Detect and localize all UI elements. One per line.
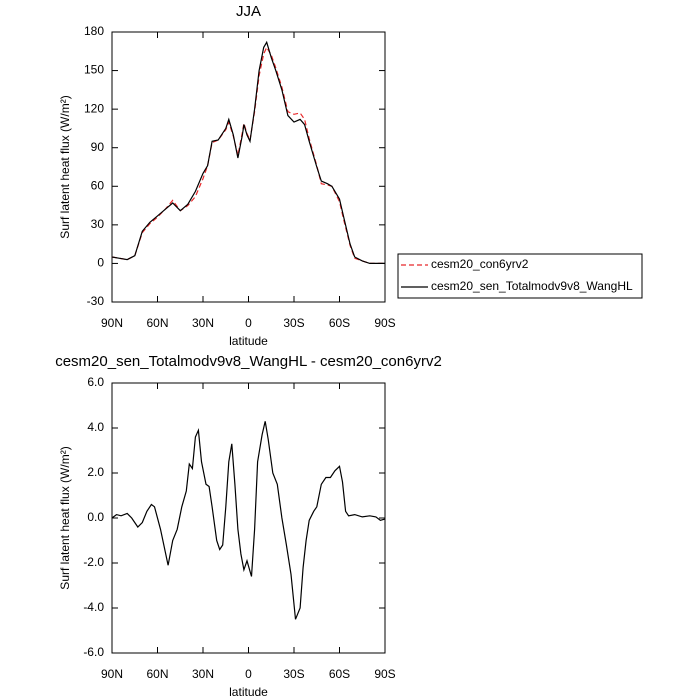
y-tick-label: 0.0 <box>87 510 104 524</box>
x-tick-label: 30S <box>283 316 304 330</box>
x-tick-label: 60S <box>329 667 350 681</box>
data-line <box>111 46 385 264</box>
legend-label: cesm20_con6yrv2 <box>431 257 529 271</box>
y-tick-label: 120 <box>84 101 104 115</box>
x-axis-label: latitude <box>229 685 268 699</box>
plot-frame <box>111 31 386 303</box>
y-tick-label: 150 <box>84 63 104 77</box>
chart-title: JJA <box>236 3 261 20</box>
x-tick-label: 90S <box>374 316 395 330</box>
y-tick-label: -6.0 <box>83 645 104 659</box>
plot-frame <box>111 382 386 654</box>
x-tick-label: 60S <box>329 316 350 330</box>
x-tick-label: 30N <box>192 667 214 681</box>
x-tick-label: 60N <box>146 316 168 330</box>
x-tick-label: 30S <box>283 667 304 681</box>
x-tick-label: 90N <box>101 667 123 681</box>
x-tick-label: 30N <box>192 316 214 330</box>
legend-box <box>397 253 643 299</box>
y-tick-label: 180 <box>84 24 104 38</box>
x-axis-label: latitude <box>229 334 268 348</box>
x-tick-label: 90N <box>101 316 123 330</box>
y-tick-label: -4.0 <box>83 600 104 614</box>
y-tick-label: -2.0 <box>83 555 104 569</box>
x-tick-label: 0 <box>245 316 252 330</box>
y-tick-label: 2.0 <box>87 465 104 479</box>
data-line <box>111 421 386 620</box>
x-tick-label: 0 <box>245 667 252 681</box>
chart-title: cesm20_sen_Totalmodv9v8_WangHL - cesm20_… <box>55 353 442 370</box>
y-tick-label: 90 <box>91 140 105 154</box>
y-tick-label: 30 <box>91 217 105 231</box>
legend-label: cesm20_sen_Totalmodv9v8_WangHL <box>431 279 633 293</box>
x-tick-label: 90S <box>374 667 395 681</box>
y-tick-label: 6.0 <box>87 375 104 389</box>
x-tick-label: 60N <box>146 667 168 681</box>
y-tick-label: 4.0 <box>87 420 104 434</box>
data-line <box>111 40 385 264</box>
y-tick-label: 0 <box>97 256 104 270</box>
y-tick-label: 60 <box>91 178 105 192</box>
y-tick-label: -30 <box>87 294 105 308</box>
y-axis-label: Surf latent heat flux (W/m²) <box>58 95 72 238</box>
y-axis-label: Surf latent heat flux (W/m²) <box>58 446 72 589</box>
